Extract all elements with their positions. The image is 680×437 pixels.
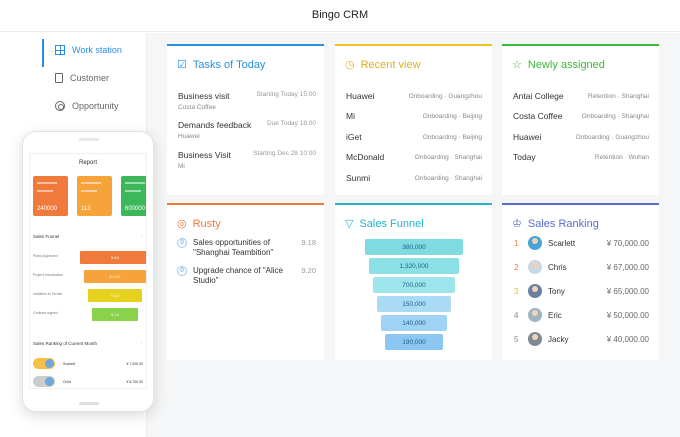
sidebar-item-opportunity[interactable]: Opportunity — [42, 92, 146, 120]
sales-funnel-card: ▽ Sales Funnel 380,000 1,320,000 700,000… — [335, 203, 492, 360]
avatar — [528, 332, 542, 346]
list-item[interactable]: Huawei Onboarding · Guangzhou — [346, 91, 482, 101]
sidebar-item-work-station[interactable]: Work station — [42, 36, 146, 67]
phone-ranking-row[interactable]: Scarlett ¥ 7,000.00 — [33, 357, 143, 370]
list-item[interactable]: Huawei Onboarding · Guangzhou — [513, 132, 649, 142]
task-item[interactable]: Business visit Costa Coffee Starting Tod… — [178, 91, 316, 111]
sidebar-item-label: Work station — [72, 45, 122, 55]
funnel-step[interactable]: 380,000 — [365, 239, 463, 255]
ranking-row[interactable]: 1 Scarlett ¥ 70,000.00 — [514, 235, 649, 251]
recent-title: Recent view — [360, 59, 421, 71]
funnel-step[interactable]: 150,000 — [377, 296, 451, 312]
tasks-title: Tasks of Today — [192, 59, 266, 71]
funnel-step[interactable]: 700,000 — [373, 277, 455, 293]
phone-ranking-title: Sales Ranking of Current Month — [33, 341, 98, 346]
funnel-step[interactable]: 140,000 — [381, 315, 447, 331]
funnel-title: Sales Funnel — [359, 218, 424, 230]
phone-funnel-bar[interactable]: ¥ 6,0 — [80, 251, 146, 264]
list-item[interactable]: Antai College Retention · Shanghai — [513, 91, 649, 101]
list-item[interactable]: Costa Coffee Onboarding · Shanghai — [513, 111, 649, 121]
list-item[interactable]: Sunmi Onboarding · Shanghai — [346, 173, 482, 183]
more-link[interactable]: › — [140, 341, 142, 345]
sidebar-item-label: Opportunity — [72, 101, 119, 111]
top-bar: Bingo CRM — [0, 0, 680, 32]
funnel-icon: ▽ — [345, 217, 354, 230]
phone-funnel-bar[interactable]: ¥ 4,0 — [88, 289, 142, 302]
ranking-row[interactable]: 4 Eric ¥ 50,000.00 — [514, 307, 649, 323]
newly-assigned-card: ☆ Newly assigned Antai College Retention… — [502, 44, 659, 195]
avatar — [528, 236, 542, 250]
trophy-icon: ♔ — [512, 217, 522, 230]
ranking-row[interactable]: 2 Chris ¥ 67,000.00 — [514, 259, 649, 275]
document-icon — [55, 73, 63, 83]
list-item[interactable]: Mi Onboarding · Beijing — [346, 111, 482, 121]
target-icon: ◎ — [177, 217, 187, 230]
sales-ranking-card: ♔ Sales Ranking 1 Scarlett ¥ 70,000.00 2… — [502, 203, 659, 360]
phone-stat-tile[interactable]: 600000 — [121, 176, 146, 216]
phone-ranking-row[interactable]: Chris ¥ 6,700.00 — [33, 375, 143, 388]
phone-stat-tile[interactable]: 113 — [77, 176, 112, 216]
list-item[interactable]: 0 Upgrade chance of "Alice Studio" 9.20 — [177, 266, 316, 286]
ranking-title: Sales Ranking — [527, 218, 599, 230]
more-link[interactable]: › — [140, 234, 142, 238]
phone-funnel-title: Sales Funnel — [33, 234, 60, 239]
avatar — [528, 260, 542, 274]
target-icon — [55, 101, 65, 111]
recent-view-card: ◷ Recent view Huawei Onboarding · Guangz… — [335, 44, 492, 195]
rusty-title: Rusty — [192, 218, 221, 230]
phone-mockup: Report 240000 113 600000 Sales Funnel › … — [22, 131, 154, 412]
ranking-row[interactable]: 3 Tony ¥ 65,000.00 — [514, 283, 649, 299]
list-item[interactable]: 0 Sales opportunities of "Shanghai Teamb… — [177, 238, 316, 258]
phone-funnel-bar[interactable]: ¥ 1,0 — [92, 308, 138, 321]
newly-title: Newly assigned — [527, 59, 605, 71]
task-item[interactable]: Demands feedback Huawei Due Today 18:00 — [178, 120, 316, 140]
dashboard: ☑ Tasks of Today Business visit Costa Co… — [147, 33, 680, 437]
list-item[interactable]: Today Retention · Wuhan — [513, 152, 649, 162]
sidebar-item-customer[interactable]: Customer — [42, 64, 146, 92]
avatar — [33, 358, 55, 369]
sidebar-item-label: Customer — [70, 73, 110, 83]
phone-screen: Report 240000 113 600000 Sales Funnel › … — [29, 153, 147, 389]
phone-report-title: Report — [78, 160, 97, 166]
task-item[interactable]: Business Visit Mi Starting Dec 28 10:00 — [178, 150, 316, 170]
phone-stat-tile[interactable]: 240000 — [33, 176, 68, 216]
clock-icon: ◷ — [345, 58, 355, 71]
list-item[interactable]: McDonald Onboarding · Shanghai — [346, 152, 482, 162]
rusty-card: ◎ Rusty 0 Sales opportunities of "Shangh… — [167, 203, 324, 360]
star-icon: ☆ — [512, 58, 522, 71]
phone-funnel-bar[interactable]: ¥ 4,0,0 — [84, 270, 146, 283]
app-title: Bingo CRM — [311, 9, 369, 21]
tasks-card: ☑ Tasks of Today Business visit Costa Co… — [167, 44, 324, 195]
avatar — [528, 284, 542, 298]
list-item[interactable]: iGet Onboarding · Beijing — [346, 132, 482, 142]
avatar — [33, 376, 55, 387]
grid-icon — [55, 45, 65, 55]
funnel-step[interactable]: 1,320,000 — [369, 258, 459, 274]
funnel-step[interactable]: 190,000 — [385, 334, 443, 350]
avatar — [528, 308, 542, 322]
ranking-row[interactable]: 5 Jacky ¥ 40,000.00 — [514, 331, 649, 347]
checkbox-icon: ☑ — [177, 58, 187, 71]
